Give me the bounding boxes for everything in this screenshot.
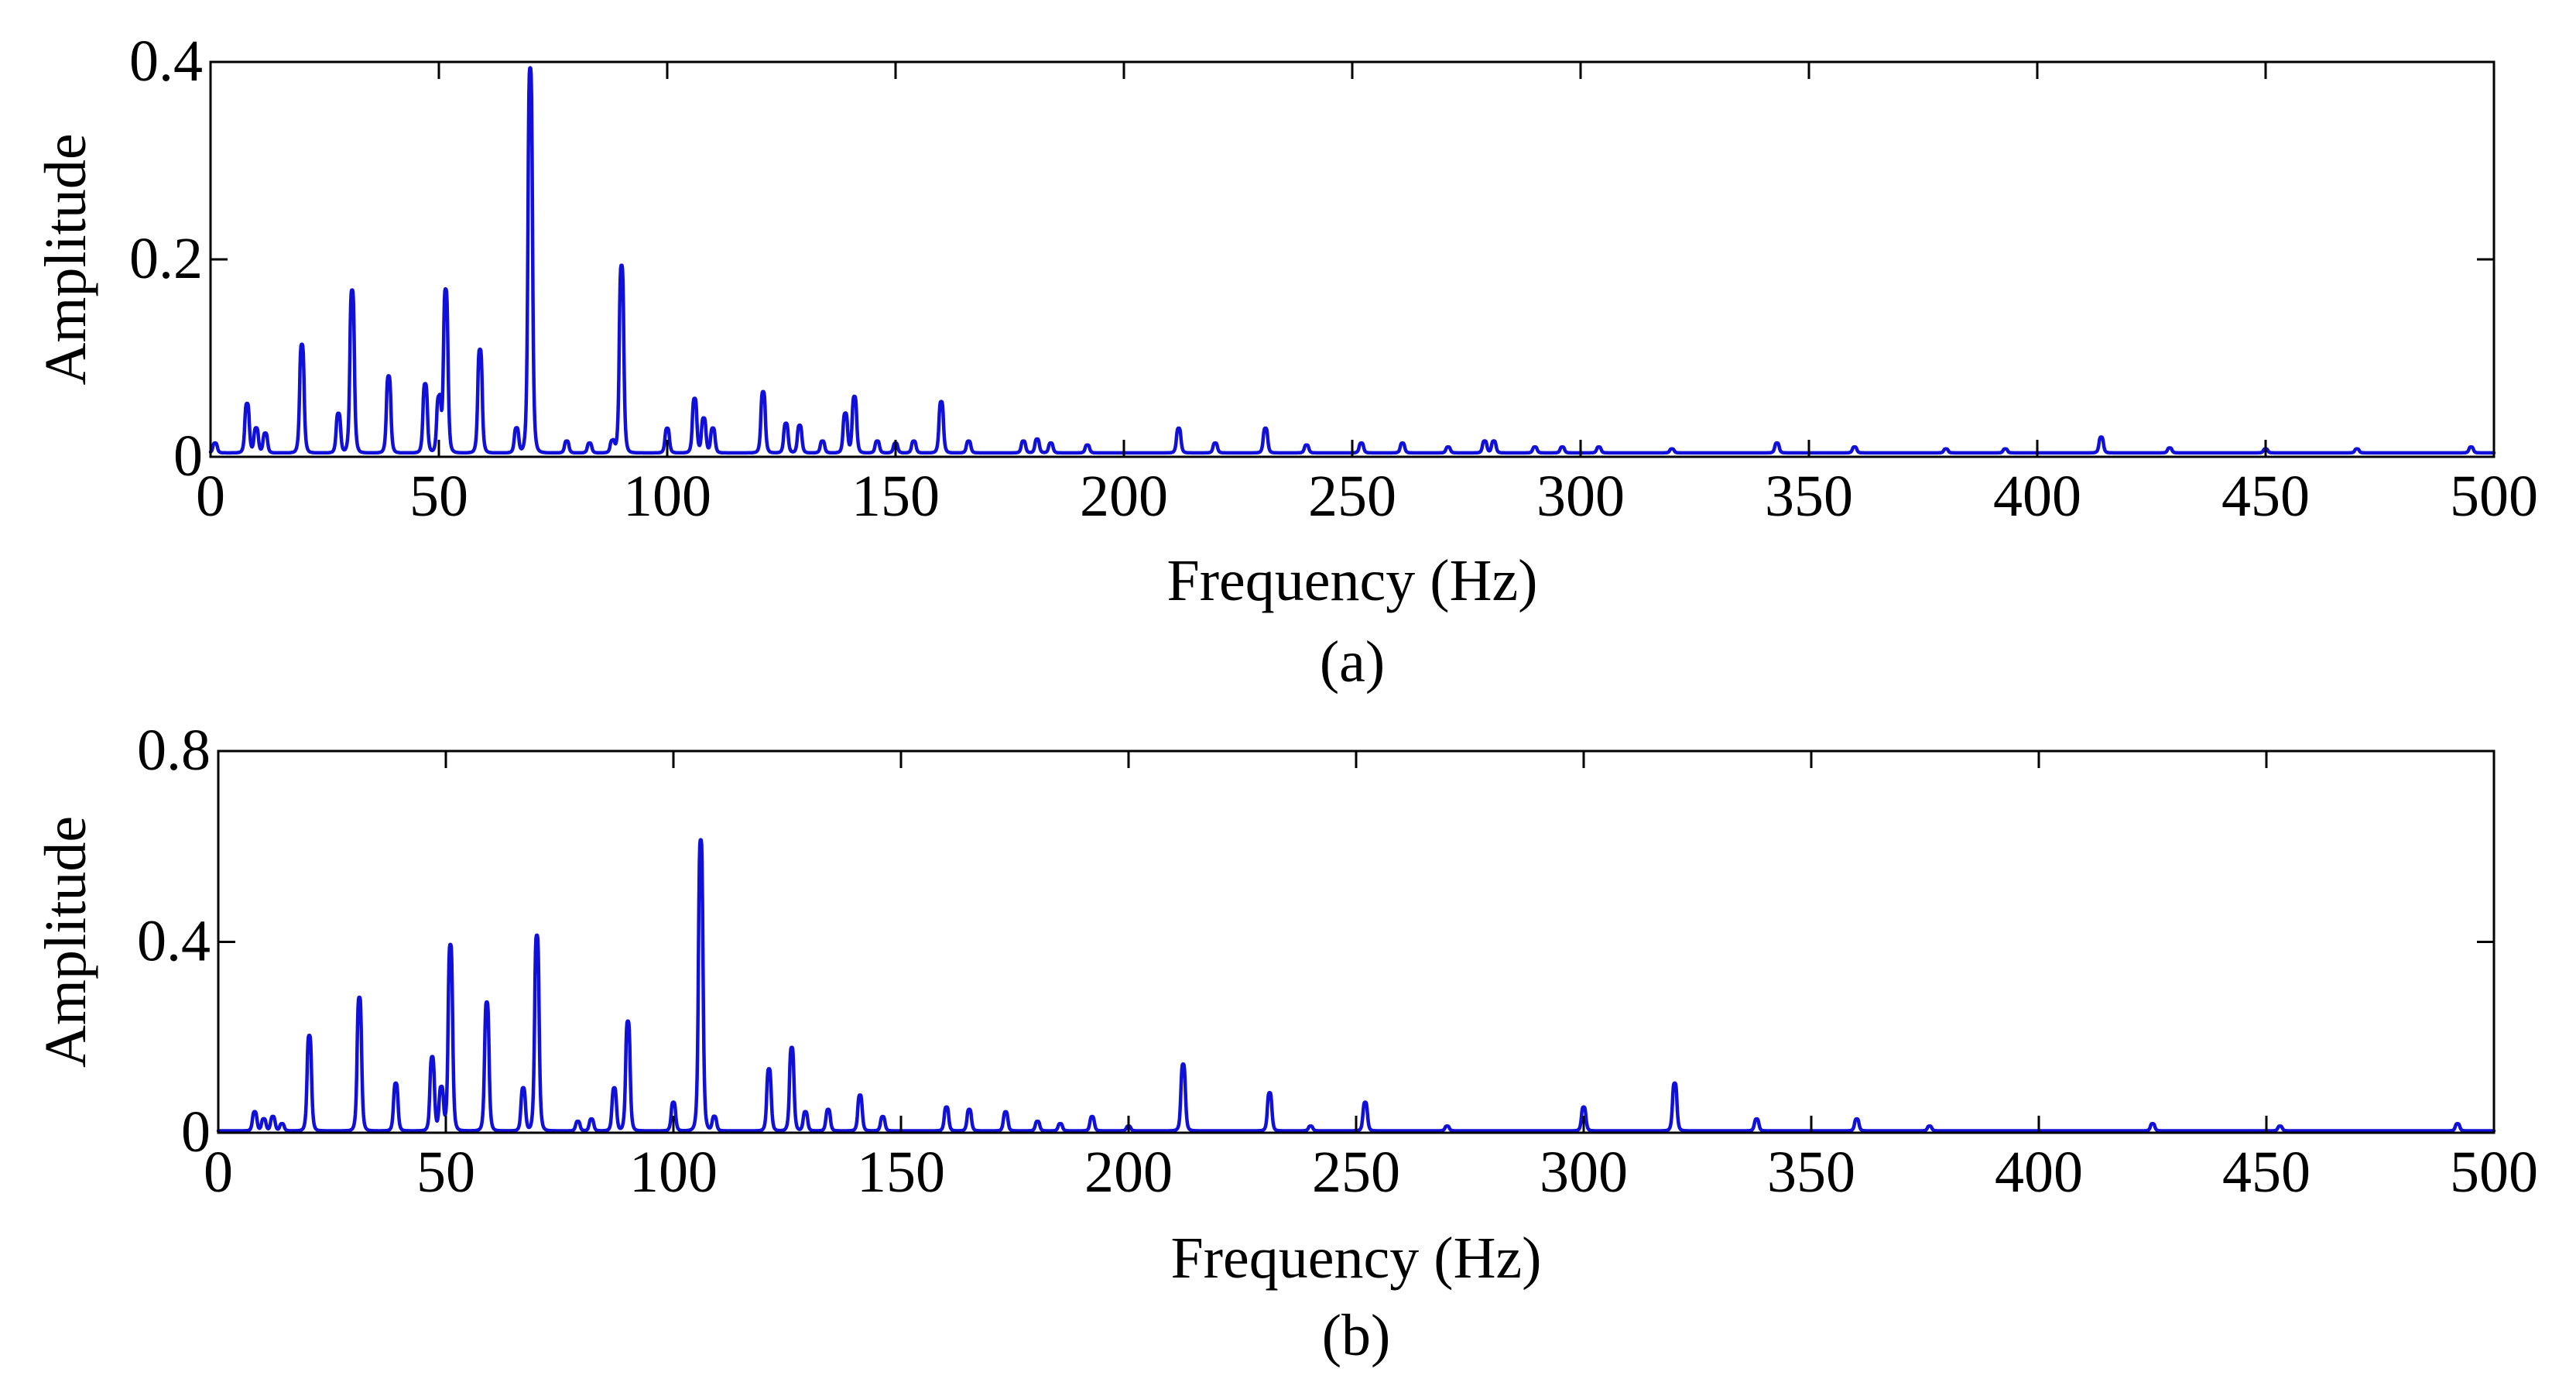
x-tick-label-a-3: 150 bbox=[851, 464, 940, 529]
y-tick-label-a-0: 0 bbox=[173, 424, 203, 489]
x-tick-label-a-1: 50 bbox=[409, 464, 468, 529]
y-tick-labels-b: 0 0.4 0.8 bbox=[137, 718, 211, 1164]
y-axis-label-a: Amplitude bbox=[33, 133, 98, 385]
chart-panel-a: 0 50 100 150 200 250 300 350 400 450 500 0 0.2 0.4 F… bbox=[33, 29, 2538, 695]
x-tick-label-a-2: 100 bbox=[623, 464, 711, 529]
panel-caption-b: (b) bbox=[1322, 1303, 1391, 1368]
y-tick-label-a-2: 0.4 bbox=[129, 29, 203, 94]
y-axis-label-b: Amplitude bbox=[33, 816, 98, 1068]
x-tick-label-a-0: 0 bbox=[196, 464, 225, 529]
x-tick-label-b-8: 400 bbox=[1995, 1140, 2083, 1205]
x-tick-label-a-8: 400 bbox=[1993, 464, 2081, 529]
y-tick-label-b-1: 0.4 bbox=[137, 909, 211, 974]
x-tick-label-a-10: 500 bbox=[2450, 464, 2538, 529]
y-tick-labels-a: 0 0.2 0.4 bbox=[129, 29, 203, 489]
axis-ticks-a bbox=[209, 60, 2496, 458]
x-tick-label-a-7: 350 bbox=[1765, 464, 1853, 529]
x-tick-label-a-4: 200 bbox=[1080, 464, 1168, 529]
y-tick-label-a-1: 0.2 bbox=[129, 226, 203, 291]
x-tick-label-b-2: 100 bbox=[629, 1140, 718, 1205]
x-tick-labels-a: 0 50 100 150 200 250 300 350 400 450 500 bbox=[196, 464, 2538, 529]
x-tick-label-b-5: 250 bbox=[1312, 1140, 1400, 1205]
x-tick-label-b-7: 350 bbox=[1767, 1140, 1855, 1205]
panel-caption-a: (a) bbox=[1320, 629, 1385, 695]
x-tick-label-b-10: 500 bbox=[2450, 1140, 2538, 1205]
x-tick-label-b-9: 450 bbox=[2222, 1140, 2311, 1205]
y-tick-label-b-0: 0 bbox=[181, 1099, 211, 1164]
x-tick-label-b-6: 300 bbox=[1540, 1140, 1628, 1205]
x-tick-label-a-5: 250 bbox=[1308, 464, 1396, 529]
chart-panel-b: 0 50 100 150 200 250 300 350 400 450 500 0 0.4 0.8 F… bbox=[33, 718, 2538, 1368]
x-tick-label-b-4: 200 bbox=[1084, 1140, 1173, 1205]
x-tick-labels-b: 0 50 100 150 200 250 300 350 400 450 500 bbox=[204, 1140, 2538, 1205]
x-tick-label-b-3: 150 bbox=[857, 1140, 945, 1205]
x-axis-label-a: Frequency (Hz) bbox=[1166, 548, 1537, 613]
y-tick-label-b-2: 0.8 bbox=[137, 718, 211, 783]
x-tick-label-b-1: 50 bbox=[416, 1140, 475, 1205]
x-tick-label-a-6: 300 bbox=[1536, 464, 1625, 529]
axis-ticks-b bbox=[217, 749, 2496, 1134]
x-tick-label-b-0: 0 bbox=[204, 1140, 233, 1205]
x-tick-label-a-9: 450 bbox=[2221, 464, 2310, 529]
x-axis-label-b: Frequency (Hz) bbox=[1170, 1226, 1541, 1291]
